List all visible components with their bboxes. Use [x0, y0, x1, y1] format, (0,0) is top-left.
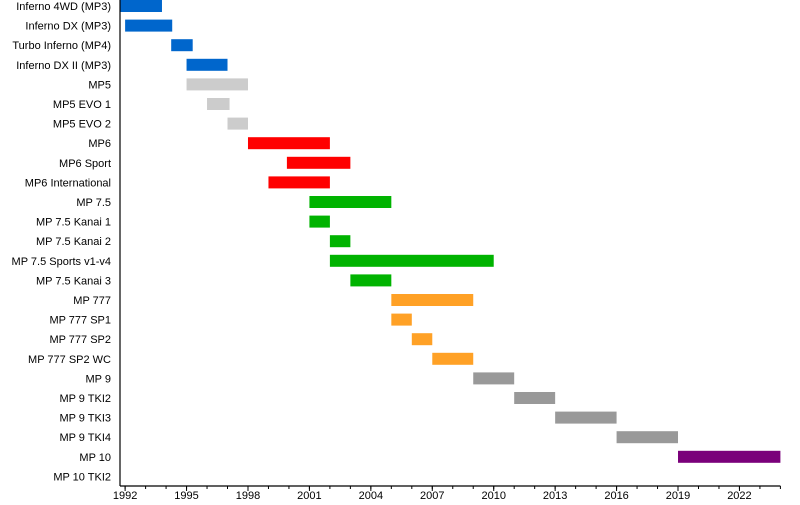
- row-label: MP 9: [86, 373, 111, 385]
- row-label: MP 10: [79, 452, 111, 464]
- row-label: MP5 EVO 2: [53, 119, 111, 131]
- x-tick-label: 1998: [236, 490, 260, 500]
- row-label: MP 777 SP2 WC: [28, 354, 111, 366]
- timeline-bar: [268, 176, 330, 189]
- timeline-bar: [309, 196, 392, 208]
- row-label: MP 10 TKI2: [53, 471, 111, 483]
- x-tick-label: 2007: [420, 490, 444, 500]
- timeline-bar: [350, 274, 392, 287]
- timeline-bar: [514, 392, 556, 404]
- timeline-bar: [186, 78, 248, 91]
- timeline-bar: [411, 333, 433, 346]
- row-label: MP 7.5: [76, 197, 111, 209]
- timeline-bar: [120, 0, 162, 12]
- timeline-bar: [555, 411, 617, 424]
- x-tick-label: 2016: [604, 490, 628, 500]
- timeline-bar: [186, 58, 228, 71]
- row-label: MP6 International: [25, 177, 111, 189]
- row-label: MP 9 TKI3: [59, 413, 111, 425]
- timeline-bar: [329, 254, 494, 267]
- x-tick-label: 2010: [481, 490, 505, 500]
- row-label: MP5: [88, 79, 111, 91]
- x-tick-label: 1992: [113, 490, 137, 500]
- x-tick-label: 1995: [174, 490, 198, 500]
- row-label: MP 9 TKI2: [59, 393, 111, 405]
- row-label: MP 777 SP2: [49, 334, 111, 346]
- row-label: MP 9 TKI4: [59, 432, 111, 444]
- row-label: Inferno DX II (MP3): [16, 60, 111, 72]
- row-label: MP6 Sport: [59, 158, 111, 170]
- x-tick-label: 2001: [297, 490, 321, 500]
- row-label: MP 7.5 Kanai 1: [36, 217, 111, 229]
- row-label: Turbo Inferno (MP4): [12, 40, 111, 52]
- timeline-bar: [227, 117, 248, 130]
- x-tick-label: 2004: [359, 490, 383, 500]
- row-label: MP 7.5 Sports v1-v4: [12, 256, 111, 268]
- row-label: Inferno 4WD (MP3): [16, 1, 111, 13]
- timeline-bar: [678, 450, 781, 463]
- timeline-bar: [432, 352, 474, 365]
- timeline-bar: [125, 19, 173, 32]
- row-label: MP 777: [73, 295, 111, 307]
- timeline-bar: [247, 137, 330, 150]
- timeline-bar: [616, 431, 679, 444]
- x-tick-label: 2022: [727, 490, 751, 500]
- x-tick-label: 2013: [543, 490, 567, 500]
- timeline-bar: [309, 215, 330, 228]
- row-label: MP 7.5 Kanai 2: [36, 236, 111, 248]
- timeline-bar: [171, 39, 193, 52]
- row-label: MP 777 SP1: [49, 315, 111, 327]
- timeline-bar: [473, 372, 515, 385]
- x-tick-label: 2019: [666, 490, 690, 500]
- row-label: MP5 EVO 1: [53, 99, 111, 111]
- row-label: MP 7.5 Kanai 3: [36, 275, 111, 287]
- timeline-bar: [391, 313, 412, 326]
- timeline-bar: [286, 156, 351, 169]
- timeline-bar: [207, 98, 230, 110]
- timeline-bar: [391, 294, 474, 306]
- row-label: MP6: [88, 138, 111, 150]
- timeline-bar: [329, 235, 351, 248]
- row-label: Inferno DX (MP3): [25, 21, 111, 33]
